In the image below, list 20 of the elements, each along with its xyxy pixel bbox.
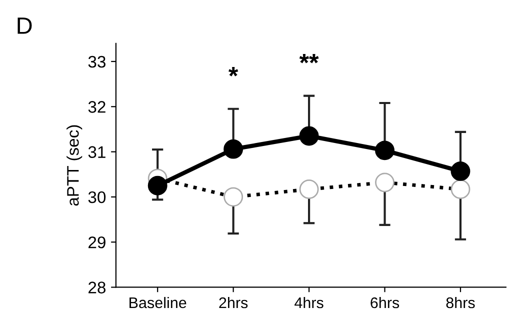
point (299, 126, 319, 146)
y-axis-title: aPTT (sec) (66, 125, 82, 206)
x-tick-label: 8hrs (446, 296, 475, 308)
x-tick-label: 2hrs (219, 296, 248, 308)
point (450, 161, 470, 181)
y-tick-label: 30 (88, 191, 106, 204)
point (148, 176, 168, 196)
y-tick-label: 33 (88, 56, 106, 68)
y-tick-label: 28 (88, 282, 106, 294)
x-tick-label: 4hrs (294, 296, 324, 308)
point (224, 139, 244, 159)
annotation: * (228, 67, 238, 76)
x-tick-label: Baseline (130, 296, 186, 308)
y-tick-label: 31 (88, 146, 106, 158)
annotation: ** (299, 54, 319, 64)
point (375, 140, 394, 160)
y-tick-label: 29 (88, 236, 106, 248)
x-tick-label: 6hrs (370, 296, 400, 308)
y-tick-label: 32 (88, 101, 106, 113)
chart-title: D (18, 18, 32, 34)
